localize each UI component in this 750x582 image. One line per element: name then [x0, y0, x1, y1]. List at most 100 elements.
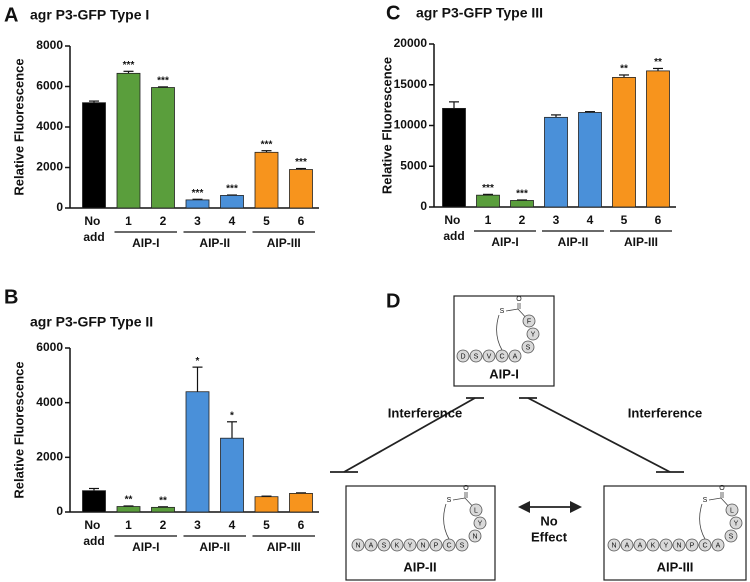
residue — [469, 503, 483, 517]
bar — [82, 490, 106, 513]
interference-label: Interference — [388, 405, 462, 420]
significance: * — [230, 410, 234, 421]
residue-label: Y — [734, 520, 739, 527]
residue — [685, 538, 699, 552]
y-tick-label: 20000 — [394, 36, 428, 50]
residue-label: S — [460, 542, 465, 549]
y-tick-label: 10000 — [394, 118, 428, 132]
residue-label: L — [474, 507, 478, 514]
bond — [496, 303, 530, 351]
aip-iii-box — [603, 485, 747, 581]
residue — [521, 340, 535, 354]
residue-label: S — [729, 533, 734, 540]
x-tick-label: No add — [83, 518, 104, 548]
residue-label: S — [526, 344, 531, 351]
chart-title: agr P3-GFP Type II — [30, 314, 153, 330]
group-label: AIP-I — [491, 235, 518, 249]
linker-atom: O — [463, 485, 469, 492]
x-tick-label: 3 — [194, 214, 201, 228]
bar — [116, 506, 141, 513]
x-tick-label: 5 — [621, 213, 628, 227]
linker-atom: O — [719, 485, 725, 492]
x-tick-label: 6 — [298, 214, 305, 228]
aip-ii-box — [345, 485, 496, 581]
residue — [473, 516, 487, 530]
bond — [443, 492, 477, 540]
arrow — [527, 397, 671, 473]
linker-atom: S — [703, 497, 708, 504]
residue — [607, 538, 621, 552]
y-tick-label: 0 — [56, 200, 63, 214]
residue — [456, 349, 470, 363]
residue — [495, 349, 509, 363]
residue-label: Y — [531, 331, 536, 338]
x-tick-label: 2 — [160, 214, 167, 228]
residue — [620, 538, 634, 552]
residue-label: L — [730, 507, 734, 514]
residue-label: A — [625, 542, 630, 549]
group-label: AIP-II — [558, 235, 589, 249]
significance: *** — [192, 188, 204, 199]
bar — [254, 151, 279, 209]
residue — [725, 503, 739, 517]
x-tick-label: 4 — [587, 213, 594, 227]
x-tick-label: 2 — [160, 518, 167, 532]
residue-label: N — [355, 542, 360, 549]
residue-label: N — [472, 533, 477, 540]
x-tick-label: 1 — [125, 518, 132, 532]
interference-label: Interference — [628, 405, 702, 420]
y-axis-label: Relative Fluorescence — [11, 361, 26, 498]
residue-label: A — [716, 542, 721, 549]
arrow — [343, 397, 476, 473]
x-tick-label: No add — [83, 214, 104, 244]
residue-label: P — [690, 542, 695, 549]
significance: *** — [226, 184, 238, 195]
bar — [544, 116, 568, 208]
x-tick-label: No add — [443, 213, 464, 243]
residue-label: A — [369, 542, 374, 549]
bar — [289, 493, 313, 513]
significance: *** — [516, 189, 528, 200]
residue — [469, 349, 483, 363]
residue-label: N — [420, 542, 425, 549]
bar — [185, 391, 210, 513]
panel-label: B — [4, 286, 18, 308]
residue — [403, 538, 417, 552]
peptide-label: AIP-III — [657, 559, 694, 574]
y-tick-label: 2000 — [36, 450, 63, 464]
residue-label: N — [676, 542, 681, 549]
residue-label: F — [527, 318, 531, 325]
residue-label: A — [638, 542, 643, 549]
bar — [116, 72, 141, 209]
significance: ** — [654, 57, 662, 68]
bar — [254, 496, 279, 513]
y-tick-label: 0 — [56, 504, 63, 518]
group-label: AIP-III — [267, 540, 301, 554]
residue-label: N — [611, 542, 616, 549]
residue — [364, 538, 378, 552]
residue-label: C — [702, 542, 707, 549]
residue-label: D — [460, 353, 465, 360]
y-tick-label: 0 — [420, 199, 427, 213]
significance: *** — [295, 157, 307, 168]
bar — [442, 107, 466, 208]
group-label: AIP-I — [132, 540, 159, 554]
residue — [416, 538, 430, 552]
residue — [646, 538, 660, 552]
significance: *** — [261, 139, 273, 150]
residue — [508, 349, 522, 363]
residue — [522, 314, 536, 328]
significance: ** — [620, 64, 628, 75]
x-tick-label: 1 — [485, 213, 492, 227]
residue — [455, 538, 469, 552]
residue — [351, 538, 365, 552]
y-tick-label: 6000 — [36, 79, 63, 93]
residue-label: S — [382, 542, 387, 549]
y-axis-label: Relative Fluorescence — [379, 57, 394, 194]
significance: *** — [123, 60, 135, 71]
arrow-head — [518, 501, 530, 513]
x-tick-label: 4 — [229, 518, 236, 532]
residue — [442, 538, 456, 552]
bar — [612, 77, 636, 208]
